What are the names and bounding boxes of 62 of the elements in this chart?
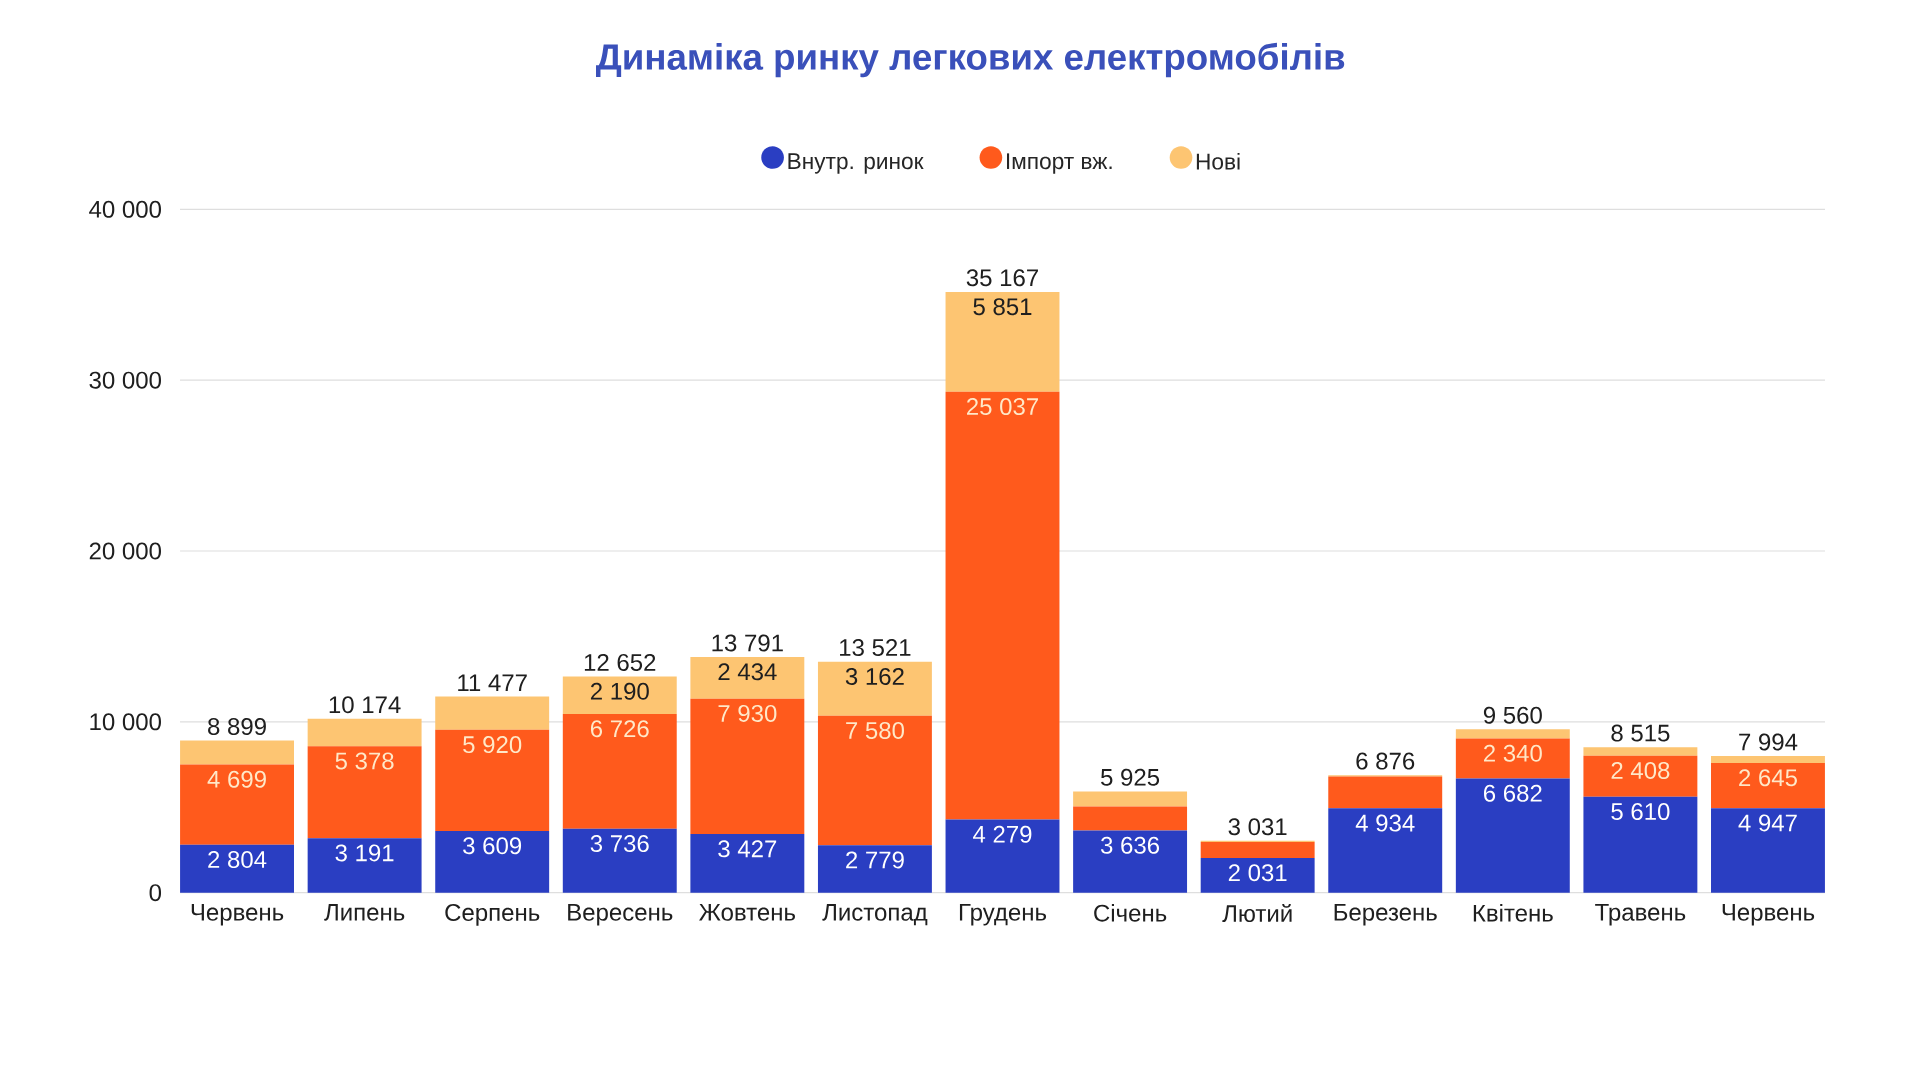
x-tick-label: Грудень — [959, 904, 1047, 926]
data-label: 3 427 — [718, 840, 777, 858]
data-label: 2 779 — [846, 851, 904, 869]
data-label: 5 851 — [973, 298, 1032, 316]
data-label: 7 580 — [846, 721, 904, 739]
x-tick-label: Квітень — [1473, 904, 1553, 922]
data-label: 3 162 — [845, 667, 904, 685]
data-label: 3 191 — [335, 844, 394, 862]
total-label: 10 174 — [329, 696, 401, 714]
x-tick-label: Серпень — [445, 904, 540, 926]
y-tick-label: 30 000 — [89, 371, 161, 389]
data-label: 2 340 — [1484, 744, 1542, 762]
x-tick-label: Вересень — [568, 904, 673, 926]
data-label: 2 408 — [1611, 761, 1670, 779]
data-label: 4 279 — [973, 825, 1032, 843]
total-label: 7 994 — [1739, 733, 1798, 751]
total-label: 6 876 — [1356, 752, 1415, 770]
x-tick-label: Лютий — [1222, 904, 1292, 923]
y-tick-label: 10 000 — [90, 713, 161, 731]
y-tick-label: 20 000 — [89, 542, 161, 560]
total-label: 8 899 — [208, 718, 266, 736]
data-label: 25 037 — [967, 398, 1038, 416]
data-label: 4 699 — [207, 770, 266, 788]
y-tick-label: 40 000 — [89, 200, 161, 218]
x-tick-label: Червень — [1722, 904, 1815, 926]
total-label: 8 515 — [1611, 724, 1670, 742]
total-label: 11 477 — [458, 674, 527, 691]
legend-label: Імпорт вж. — [1006, 153, 1112, 174]
x-tick-label: Травень — [1595, 904, 1686, 926]
data-label: 4 947 — [1738, 814, 1797, 832]
data-label: 4 934 — [1355, 814, 1415, 832]
data-label: 2 434 — [718, 663, 777, 681]
data-label: 2 031 — [1228, 864, 1287, 882]
data-label: 6 726 — [590, 720, 649, 738]
data-label: 3 736 — [590, 835, 649, 853]
total-label: 9 560 — [1483, 706, 1542, 724]
total-label: 35 167 — [966, 269, 1038, 287]
x-tick-label: Липень — [324, 904, 405, 921]
x-tick-label: Листопад — [822, 904, 928, 926]
x-tick-label: Жовтень — [699, 904, 795, 921]
total-label: 3 031 — [1228, 818, 1287, 836]
data-label: 5 610 — [1611, 803, 1670, 821]
data-label: 3 609 — [463, 837, 522, 855]
data-label: 5 920 — [463, 736, 522, 754]
x-tick-label: Червень — [191, 904, 284, 926]
y-tick-label: 0 — [149, 884, 162, 902]
total-label: 12 652 — [584, 653, 656, 671]
x-tick-label: Березень — [1334, 904, 1437, 926]
x-tick-label: Січень — [1094, 904, 1167, 922]
total-label: 13 791 — [712, 634, 783, 652]
legend-label: Нові — [1196, 152, 1240, 170]
chart-title: Динаміка ринку легкових електромобілів — [596, 42, 1345, 78]
data-label: 5 378 — [335, 752, 394, 770]
total-label: 13 521 — [840, 639, 911, 657]
data-label: 2 645 — [1739, 769, 1797, 787]
data-label: 3 636 — [1100, 836, 1160, 854]
data-label: 2 804 — [208, 851, 267, 868]
legend-label: Внутр. ринок — [788, 153, 924, 174]
total-label: 5 925 — [1101, 768, 1160, 786]
data-label: 7 930 — [718, 704, 777, 722]
data-label: 6 682 — [1484, 784, 1542, 802]
data-label: 2 190 — [590, 682, 649, 700]
